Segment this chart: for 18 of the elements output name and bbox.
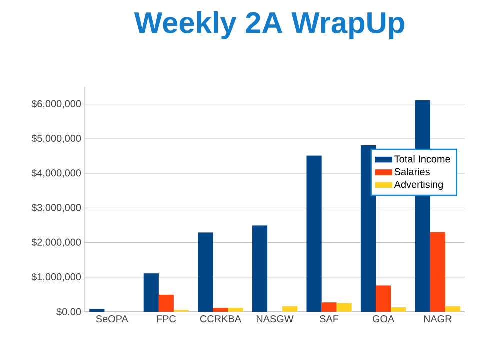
y-tick-label: $2,000,000 — [32, 238, 82, 248]
y-tick-label: $6,000,000 — [32, 100, 82, 109]
legend-label: Total Income — [394, 155, 450, 163]
x-tick-label: GOA — [373, 316, 395, 323]
x-tick-label: CCRKBA — [200, 316, 242, 323]
x-tick-label: SAF — [320, 316, 339, 323]
y-tick-label: $1,000,000 — [32, 273, 82, 282]
y-tick-label: $4,000,000 — [32, 169, 82, 178]
y-tick-label: $0.00 — [56, 308, 82, 316]
y-tick-label: $3,000,000 — [32, 204, 82, 212]
legend-label: Advertising — [394, 180, 443, 190]
y-tick-label: $5,000,000 — [32, 134, 82, 144]
x-tick-label: FPC — [157, 316, 176, 323]
x-tick-label: SeOPA — [96, 316, 128, 323]
x-tick-label: NASGW — [256, 316, 294, 323]
chart-title: Weekly 2A WrapUp — [134, 12, 404, 40]
legend-label: Salaries — [394, 168, 430, 176]
x-tick-label: NAGR — [424, 316, 452, 323]
